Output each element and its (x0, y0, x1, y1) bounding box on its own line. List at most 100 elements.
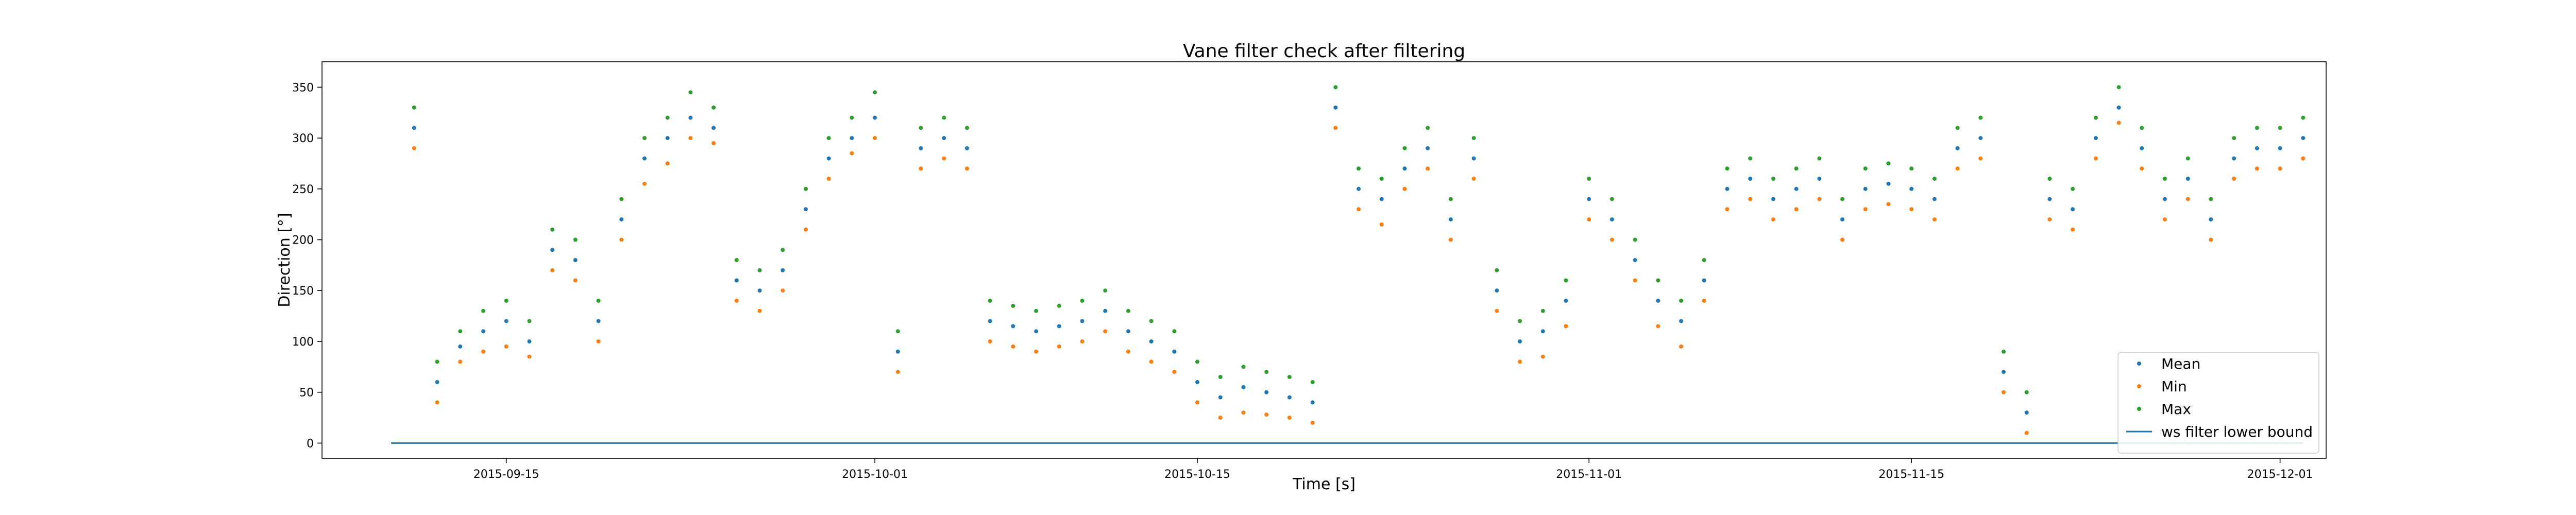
max-point (665, 115, 670, 120)
max-point (711, 105, 716, 110)
mean-point (850, 136, 854, 141)
mean-point (1195, 380, 1200, 384)
max-point (2163, 177, 2167, 181)
min-point (2071, 227, 2075, 232)
min-point (1402, 186, 1407, 191)
min-point (1172, 370, 1177, 374)
min-point (1495, 308, 1499, 313)
mean-point (988, 319, 992, 323)
min-point (2140, 166, 2144, 171)
min-point (2255, 166, 2259, 171)
max-point (1149, 319, 1154, 323)
mean-point (1241, 385, 1246, 389)
plot-area (321, 61, 2327, 459)
mean-point (803, 207, 808, 212)
x-tick-label: 2015-10-01 (842, 468, 908, 481)
max-point (1103, 288, 1108, 293)
mean-point (550, 248, 555, 252)
legend-swatch-mean (2137, 362, 2141, 366)
min-point (1748, 197, 1753, 201)
max-point (1817, 156, 1822, 161)
mean-point (2301, 136, 2306, 141)
min-point (1218, 416, 1223, 420)
mean-point (757, 288, 762, 293)
min-point (1057, 344, 1061, 349)
max-point (1034, 308, 1039, 313)
mean-point (1218, 395, 1223, 400)
legend-swatch-max (2137, 407, 2141, 411)
mean-point (1794, 186, 1799, 191)
min-point (2116, 121, 2121, 125)
min-point (596, 339, 601, 344)
mean-point (2209, 217, 2213, 222)
min-point (1448, 237, 1453, 242)
mean-point (2071, 207, 2075, 212)
max-point (550, 227, 555, 232)
min-point (665, 161, 670, 166)
legend-label: Mean (2161, 355, 2200, 372)
mean-point (942, 136, 946, 141)
max-point (1471, 136, 1476, 141)
max-point (2255, 126, 2259, 130)
mean-point (596, 319, 601, 323)
max-point (2301, 115, 2306, 120)
max-point (1633, 237, 1637, 242)
max-point (481, 308, 485, 313)
mean-point (504, 319, 509, 323)
y-axis-title: Direction [°] (276, 213, 294, 307)
mean-point (873, 115, 877, 120)
mean-point (1172, 349, 1177, 354)
min-point (2163, 217, 2167, 222)
mean-point (895, 349, 900, 354)
min-point (757, 308, 762, 313)
mean-point (1932, 197, 1937, 201)
min-point (711, 141, 716, 145)
mean-point (2047, 197, 2052, 201)
mean-point (1426, 146, 1430, 150)
mean-point (1771, 197, 1775, 201)
max-point (734, 258, 739, 262)
min-point (1702, 298, 1706, 303)
legend-label: Min (2161, 378, 2187, 395)
mean-point (688, 115, 693, 120)
min-point (550, 268, 555, 272)
max-point (964, 126, 969, 130)
min-point (942, 156, 946, 161)
max-point (1725, 166, 1730, 171)
mean-point (2116, 105, 2121, 110)
max-point (1495, 268, 1499, 272)
max-point (1448, 197, 1453, 201)
mean-point (1725, 186, 1730, 191)
mean-point (1287, 395, 1292, 400)
min-point (642, 181, 647, 186)
mean-point (2185, 177, 2190, 181)
y-tick-label: 100 (292, 336, 314, 349)
mean-point (1863, 186, 1868, 191)
max-point (2047, 177, 2052, 181)
min-point (850, 151, 854, 156)
mean-point (1379, 197, 1384, 201)
mean-point (435, 380, 439, 384)
legend-label: Max (2161, 401, 2191, 418)
legend-swatch-min (2137, 384, 2141, 388)
min-point (2002, 390, 2006, 394)
mean-point (619, 217, 624, 222)
min-point (1771, 217, 1775, 222)
min-point (781, 288, 785, 293)
mean-point (1310, 400, 1315, 405)
mean-point (1495, 288, 1499, 293)
max-point (619, 197, 624, 201)
mean-point (734, 278, 739, 283)
max-point (826, 136, 831, 141)
max-point (1518, 319, 1522, 323)
max-point (942, 115, 946, 120)
y-tick-label: 150 (292, 285, 314, 298)
max-point (2024, 390, 2029, 394)
min-point (2185, 197, 2190, 201)
mean-point (573, 258, 578, 262)
max-point (1333, 85, 1338, 90)
max-point (2232, 136, 2236, 141)
min-point (2209, 237, 2213, 242)
max-point (504, 298, 509, 303)
